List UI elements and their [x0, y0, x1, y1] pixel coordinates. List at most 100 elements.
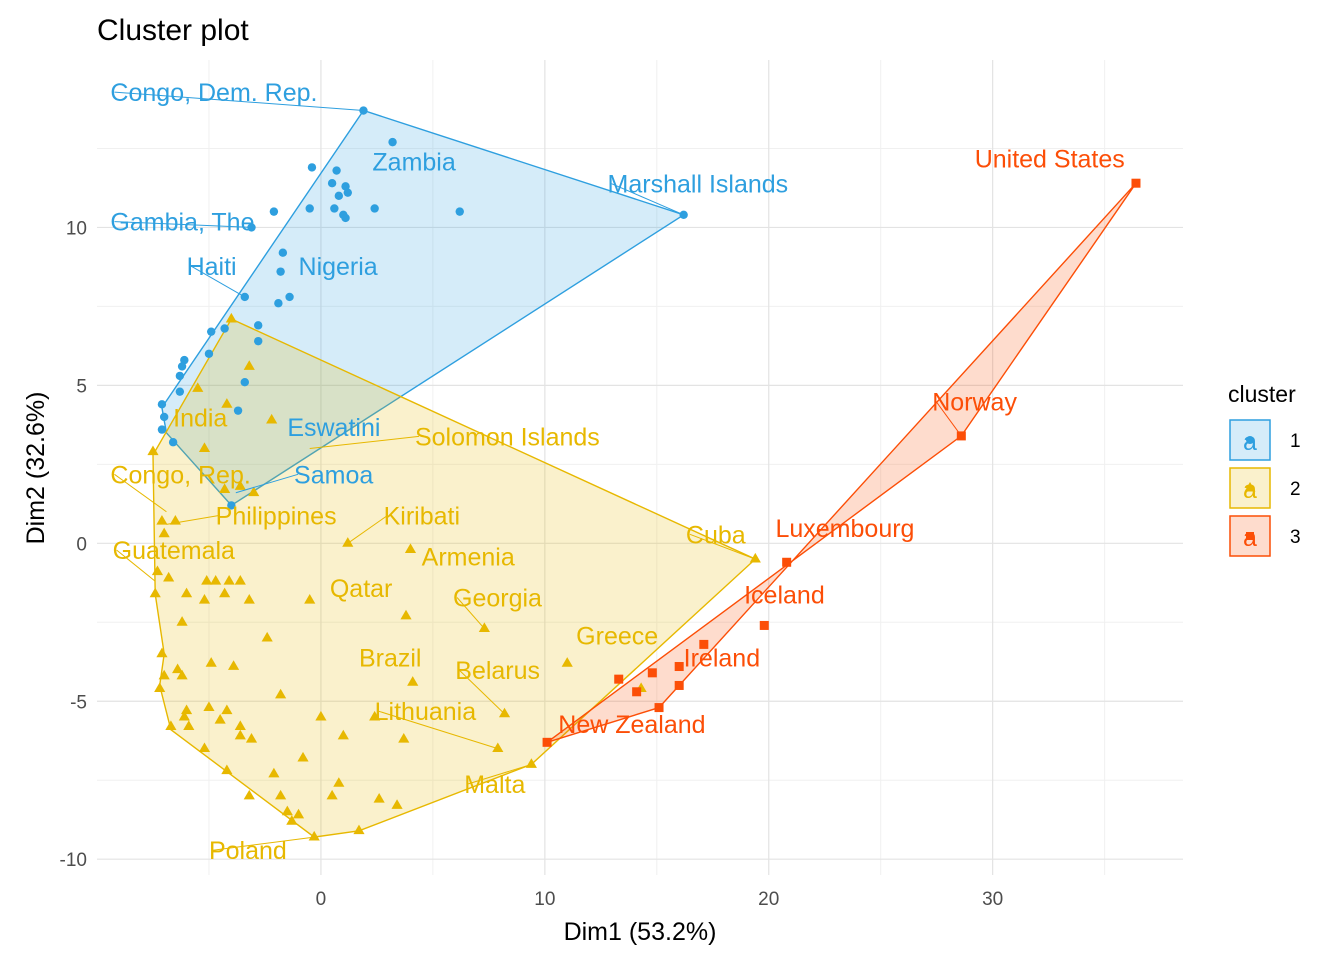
cluster-1-point — [332, 166, 341, 175]
cluster-2-point — [228, 660, 240, 670]
cluster-2-point — [234, 480, 246, 490]
point-label: Congo, Dem. Rep. — [110, 79, 317, 107]
cluster-2-point — [225, 312, 237, 323]
y-tick-label: -10 — [60, 850, 87, 871]
cluster-2-point — [304, 593, 316, 604]
label-leader-line — [212, 836, 315, 851]
cluster-1-point — [285, 292, 294, 302]
cluster-2-point — [221, 398, 233, 408]
cluster-1-point — [274, 299, 283, 308]
legend-label-1: 1 — [1290, 431, 1301, 452]
cluster-2-point — [407, 676, 419, 686]
cluster-2-point — [243, 789, 255, 800]
cluster-1-point — [204, 349, 214, 358]
cluster-2-point — [223, 575, 235, 585]
cluster-2-point — [234, 720, 246, 730]
cluster-2-point — [214, 714, 226, 724]
cluster-1-point — [388, 137, 397, 147]
x-tick-label: 0 — [316, 889, 327, 910]
point-label: Samoa — [294, 461, 373, 489]
point-label: Georgia — [453, 584, 542, 612]
point-labels: Congo, Dem. Rep. Zambia Marshall Islands Ga… — [110, 79, 1124, 865]
x-tick-label: 10 — [534, 889, 555, 910]
cluster-2-point — [275, 789, 287, 800]
cluster-2-point — [281, 805, 293, 816]
legend-key-marker — [1246, 532, 1254, 540]
cluster-1-point — [370, 204, 379, 213]
point-label: Marshall Islands — [608, 171, 789, 199]
point-label: Cuba — [686, 521, 746, 549]
legend-title: cluster — [1228, 381, 1296, 407]
point-label: Luxembourg — [775, 515, 914, 543]
cluster-2-hull — [152, 318, 757, 838]
legend-key-marker — [1244, 482, 1256, 492]
cluster-2-point — [315, 710, 327, 721]
data-points — [147, 106, 1141, 841]
cluster-1-point — [254, 336, 263, 346]
x-tick-label: 30 — [982, 889, 1003, 910]
cluster-2-point — [201, 575, 213, 585]
cluster-1-point — [334, 191, 344, 201]
cluster-2-point — [192, 382, 204, 392]
cluster-3-point — [654, 703, 664, 713]
cluster-2-point — [198, 442, 211, 452]
cluster-2-point — [561, 657, 573, 667]
cluster-3-point — [1131, 178, 1141, 188]
cluster-2-point — [180, 704, 193, 715]
cluster-3-point — [674, 680, 684, 690]
cluster-2-point — [333, 777, 345, 787]
cluster-2-point — [221, 764, 233, 775]
cluster-1-point — [269, 207, 279, 216]
point-label: Iceland — [744, 581, 825, 609]
legend-label-3: 3 — [1290, 527, 1301, 548]
cluster-2-point — [219, 587, 231, 598]
x-axis-ticks: 0 10 20 30 — [316, 889, 1004, 910]
cluster-2-point — [308, 830, 320, 841]
label-leader-line — [190, 265, 246, 298]
y-tick-label: 5 — [76, 376, 87, 397]
minor-gridlines — [97, 60, 1183, 875]
cluster-3-point — [632, 687, 642, 697]
cluster-1-point — [220, 324, 229, 333]
cluster-2-point — [369, 710, 381, 721]
point-label: Nigeria — [299, 253, 378, 281]
cluster-1-point — [276, 267, 285, 276]
cluster-2-point — [404, 543, 417, 554]
label-leader-line — [378, 710, 498, 750]
cluster-2-point — [286, 815, 298, 825]
cluster-2-point — [163, 571, 175, 582]
cluster-2-point — [326, 789, 338, 800]
cluster-1-point — [175, 371, 185, 381]
cluster-3-point — [614, 674, 624, 684]
point-label: Malta — [464, 771, 525, 799]
label-leader-line — [611, 183, 684, 216]
cluster-3-point — [647, 668, 657, 678]
cluster-1-point — [305, 204, 314, 213]
label-leader-line — [458, 669, 505, 715]
cluster-2-point — [243, 360, 255, 370]
cluster-2-point — [400, 609, 412, 620]
cluster-2-point — [183, 720, 195, 730]
cluster-1-point — [455, 207, 464, 216]
label-leader-line — [309, 435, 420, 450]
cluster-2-point — [245, 732, 258, 743]
point-label: Qatar — [330, 575, 393, 603]
cluster-2-point — [172, 663, 184, 674]
point-label: India — [173, 404, 227, 432]
x-tick-label: 20 — [758, 889, 779, 910]
point-label: Philippines — [216, 502, 337, 530]
label-leader-line — [114, 473, 167, 513]
cluster-2-point — [147, 445, 159, 456]
cluster-1-point — [343, 188, 352, 197]
label-leader-line — [235, 473, 299, 494]
point-label: Eswatini — [287, 414, 380, 442]
cluster-2-point — [149, 587, 161, 598]
label-leader-line — [456, 597, 485, 629]
y-tick-label: -5 — [70, 692, 87, 713]
cluster-1-point — [278, 248, 288, 257]
cluster-3-point — [699, 639, 709, 649]
point-label: Congo, Rep. — [110, 461, 250, 489]
point-label: Greece — [576, 622, 658, 650]
cluster-2-point — [198, 742, 211, 753]
